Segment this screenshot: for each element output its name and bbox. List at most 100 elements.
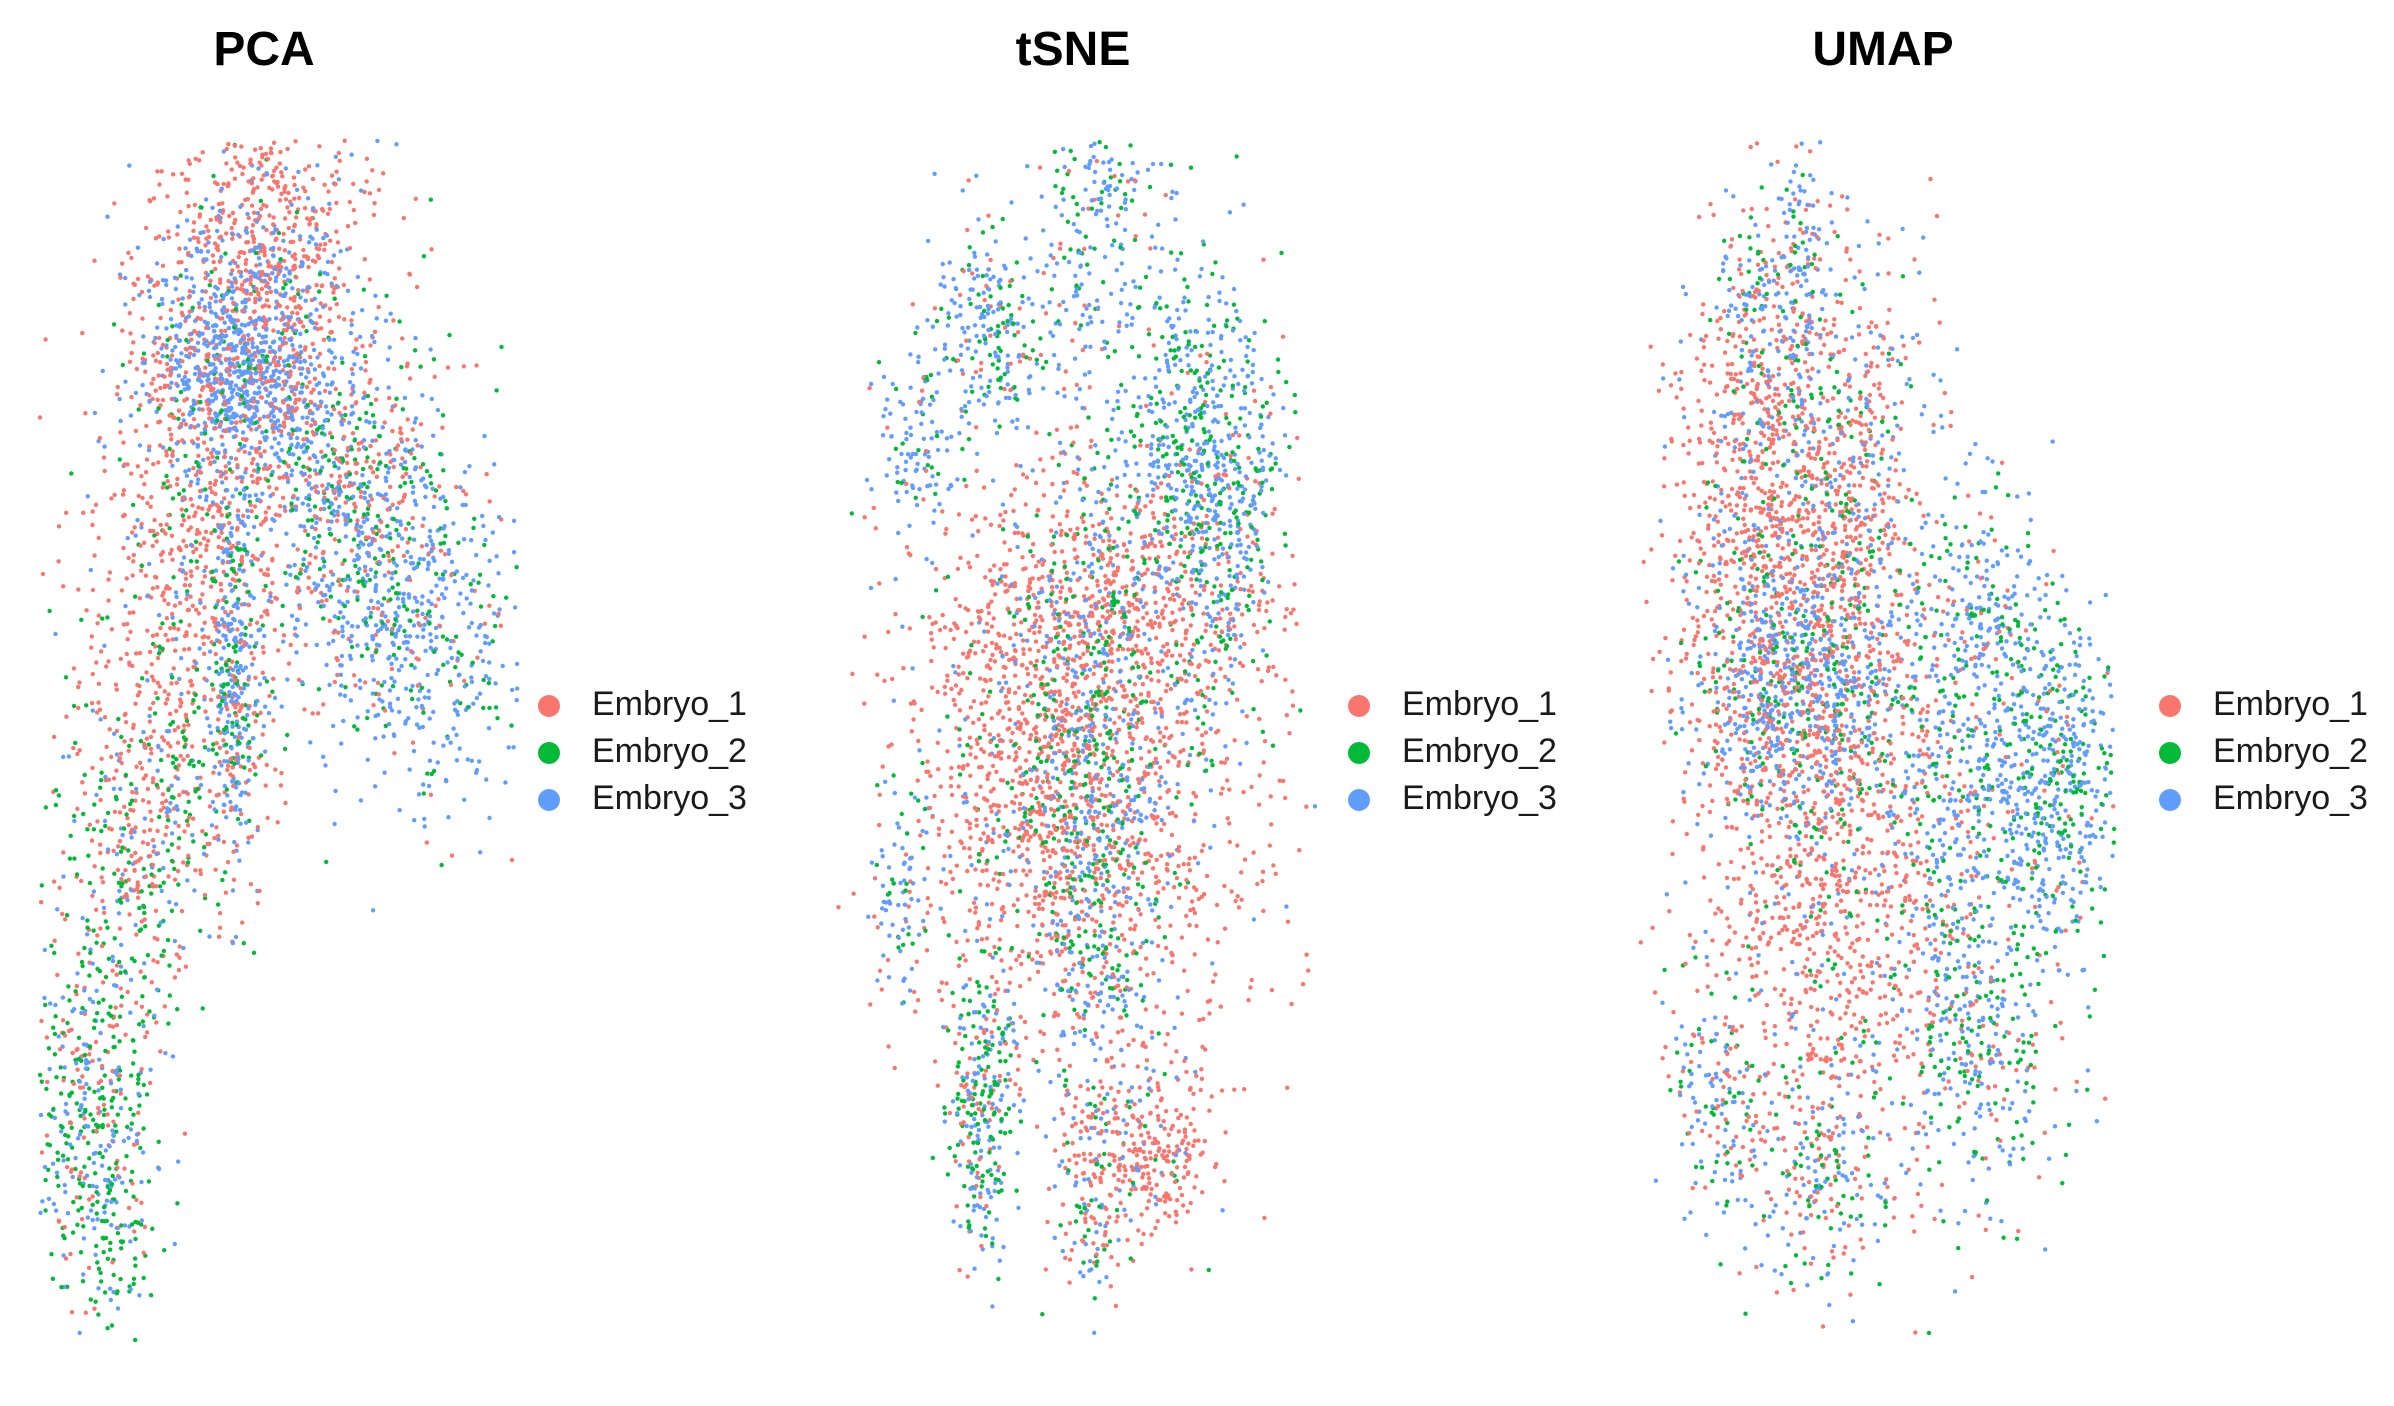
point-embryo-1 (223, 428, 228, 434)
point-embryo-1 (290, 385, 295, 390)
point-embryo-2 (234, 660, 240, 665)
point-embryo-2 (390, 684, 396, 689)
point-embryo-3 (186, 355, 192, 360)
point-embryo-2 (279, 622, 285, 628)
point-embryo-3 (152, 844, 157, 849)
point-embryo-1 (133, 825, 138, 830)
point-embryo-3 (338, 249, 343, 254)
point-embryo-2 (237, 741, 242, 746)
point-embryo-2 (96, 1312, 101, 1317)
point-embryo-2 (167, 446, 172, 451)
point-embryo-1 (195, 565, 200, 570)
point-embryo-1 (132, 868, 137, 873)
point-embryo-3 (226, 460, 232, 466)
point-embryo-1 (255, 824, 260, 830)
point-embryo-2 (213, 579, 218, 584)
point-embryo-3 (271, 230, 276, 235)
point-embryo-1 (1144, 674, 1150, 680)
point-embryo-3 (264, 171, 269, 176)
point-embryo-2 (280, 331, 285, 336)
point-embryo-3 (997, 681, 1002, 686)
point-embryo-3 (303, 298, 308, 303)
point-embryo-2 (395, 591, 400, 596)
point-embryo-2 (54, 1075, 59, 1080)
point-embryo-1 (390, 428, 395, 434)
point-embryo-3 (314, 642, 319, 648)
point-embryo-2 (385, 523, 390, 529)
point-embryo-3 (249, 445, 254, 450)
point-embryo-3 (142, 961, 147, 966)
point-embryo-1 (114, 728, 120, 734)
point-embryo-3 (109, 1199, 114, 1205)
point-embryo-2 (82, 1164, 87, 1170)
point-embryo-1 (398, 430, 403, 435)
point-embryo-1 (286, 403, 291, 409)
point-embryo-1 (110, 968, 115, 973)
point-embryo-2 (117, 1039, 122, 1044)
point-embryo-1 (358, 489, 364, 494)
point-embryo-3 (309, 486, 314, 491)
point-embryo-3 (61, 754, 66, 760)
point-embryo-1 (310, 341, 315, 347)
point-embryo-3 (426, 783, 432, 789)
point-embryo-1 (214, 502, 219, 507)
point-embryo-3 (175, 383, 180, 388)
point-embryo-1 (164, 361, 170, 367)
point-embryo-3 (401, 591, 407, 596)
point-embryo-3 (256, 497, 261, 502)
point-embryo-1 (180, 412, 186, 417)
point-embryo-2 (203, 487, 208, 492)
point-embryo-2 (289, 501, 294, 506)
point-embryo-3 (172, 396, 178, 401)
point-embryo-2 (127, 743, 132, 749)
point-embryo-1 (347, 199, 352, 205)
point-embryo-2 (87, 1044, 93, 1049)
point-embryo-3 (349, 322, 354, 328)
point-embryo-3 (327, 201, 332, 206)
point-embryo-3 (483, 537, 488, 543)
point-embryo-2 (100, 616, 105, 621)
point-embryo-3 (400, 536, 405, 541)
point-embryo-1 (989, 599, 994, 604)
point-embryo-3 (474, 633, 479, 638)
point-embryo-3 (329, 382, 334, 387)
point-embryo-1 (181, 757, 186, 762)
point-embryo-1 (288, 642, 293, 648)
point-embryo-1 (391, 318, 396, 323)
point-embryo-3 (383, 318, 389, 323)
point-embryo-1 (156, 460, 161, 465)
point-embryo-1 (197, 469, 202, 474)
point-embryo-3 (227, 428, 232, 433)
point-embryo-3 (296, 169, 301, 175)
point-embryo-3 (229, 525, 235, 531)
point-embryo-1 (333, 181, 338, 187)
point-embryo-3 (426, 560, 431, 565)
point-embryo-3 (344, 474, 349, 480)
point-embryo-3 (118, 786, 123, 792)
point-embryo-2 (160, 621, 165, 626)
point-embryo-1 (292, 294, 297, 300)
point-embryo-2 (217, 702, 223, 708)
point-embryo-3 (273, 316, 279, 321)
point-embryo-1 (202, 620, 207, 625)
point-embryo-1 (132, 282, 138, 287)
point-embryo-1 (307, 222, 312, 227)
point-embryo-1 (138, 568, 144, 573)
point-embryo-2 (193, 539, 199, 544)
point-embryo-1 (423, 615, 428, 621)
point-embryo-3 (1101, 680, 1106, 685)
point-embryo-3 (311, 535, 317, 541)
point-embryo-2 (177, 836, 182, 841)
point-embryo-1 (185, 791, 190, 796)
point-embryo-2 (229, 566, 234, 572)
point-embryo-3 (196, 423, 201, 428)
point-embryo-3 (214, 323, 219, 328)
point-embryo-1 (79, 1216, 85, 1222)
point-embryo-3 (297, 234, 303, 239)
legend-dot-embryo-2 (538, 742, 560, 764)
point-embryo-1 (354, 527, 359, 532)
point-embryo-2 (137, 1103, 142, 1108)
point-embryo-3 (387, 688, 393, 693)
point-embryo-3 (446, 551, 451, 556)
point-embryo-3 (211, 338, 216, 344)
